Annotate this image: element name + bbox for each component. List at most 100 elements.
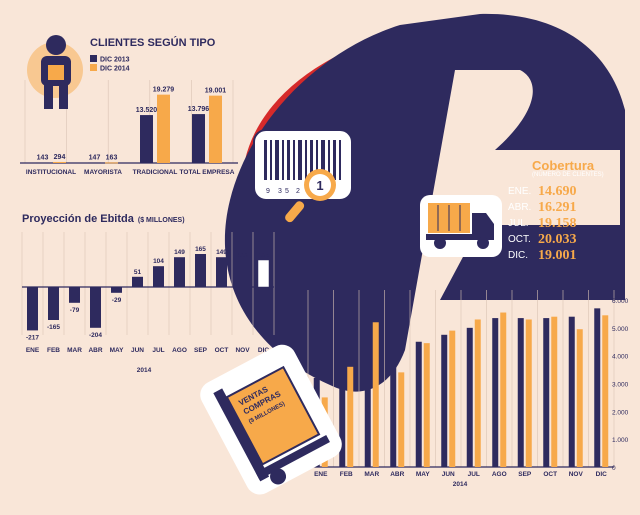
- y-tick-label: 1.000: [612, 437, 629, 444]
- data-label: 51: [134, 269, 142, 276]
- coverage-row: DIC. 19.001: [508, 248, 628, 264]
- bar: [390, 348, 397, 467]
- coverage-row: ENE. 14.690: [508, 184, 628, 200]
- category-label: SEP: [518, 471, 532, 478]
- bar: [500, 312, 507, 467]
- bar: [174, 257, 185, 287]
- y-tick-label: 2.000: [612, 409, 629, 416]
- bar: [492, 318, 499, 467]
- data-label: -79: [70, 307, 80, 314]
- bar: [423, 343, 430, 467]
- category-label: JUL: [152, 347, 164, 354]
- coverage-row: JUL. 19.158: [508, 216, 628, 232]
- category-label: ENE: [314, 471, 328, 478]
- category-label: ABR: [88, 347, 102, 354]
- category-label: DIC: [258, 347, 270, 354]
- hand-truck-icon: VENTAS COMPRAS ($ MILLONES): [200, 344, 342, 495]
- bar: [576, 329, 583, 467]
- y-tick-label: 3.000: [612, 382, 629, 389]
- bar: [36, 162, 49, 164]
- person-with-box-icon: [27, 35, 83, 109]
- coverage-month: ENE.: [508, 186, 532, 197]
- clients-by-type-chart: CLIENTES SEGÚN TIPO 143 294 147 163 13.520 19…: [20, 36, 238, 176]
- coverage-row: ABR. 16.291: [508, 200, 628, 216]
- coverage-value: 20.033: [538, 232, 577, 247]
- bar: [551, 316, 558, 467]
- category-label: SEP: [194, 347, 208, 354]
- data-label: -204: [89, 332, 102, 339]
- data-label: -217: [26, 334, 39, 341]
- coverage-month: ABR.: [508, 202, 532, 213]
- bar: [111, 287, 122, 293]
- category-label: NOV: [569, 471, 584, 478]
- sales-year-label: 2014: [453, 481, 468, 488]
- bar: [88, 162, 101, 164]
- bar: [568, 316, 575, 467]
- clients-chart-title: CLIENTES SEGÚN TIPO: [90, 36, 216, 49]
- bar: [105, 162, 118, 164]
- data-label: 294: [54, 154, 66, 161]
- coverage-month: DIC.: [508, 250, 528, 261]
- category-label: ENE: [26, 347, 40, 354]
- bar: [192, 114, 205, 163]
- coverage-row: OCT. 20.033: [508, 232, 628, 248]
- legend-label-2013: DIC 2013: [100, 57, 130, 64]
- bar: [543, 318, 550, 467]
- data-label: 135: [258, 252, 269, 259]
- category-label: AGO: [492, 471, 507, 478]
- category-label: MAR: [67, 347, 82, 354]
- data-label: 149: [216, 249, 227, 256]
- bar: [257, 259, 270, 288]
- category-label: MAY: [416, 471, 431, 478]
- clients-legend: DIC 2013 DIC 2014: [90, 55, 130, 73]
- bar: [466, 327, 473, 467]
- ebitda-projection-chart: Proyección de Ebitda ($ MILLONES) -217 -16…: [21, 213, 275, 374]
- data-label: 13.796: [188, 106, 210, 113]
- bar: [157, 94, 170, 163]
- y-tick-label: 0: [612, 465, 616, 472]
- data-label: 19.001: [205, 88, 227, 95]
- category-label: MAY: [110, 347, 125, 354]
- coverage-value: 14.690: [538, 184, 577, 199]
- bar: [347, 366, 354, 467]
- category-label: TOTAL EMPRESA: [180, 169, 235, 176]
- coverage-month: JUL.: [508, 218, 529, 229]
- bar: [216, 257, 227, 287]
- bar: [398, 372, 405, 467]
- data-label: 149: [174, 249, 185, 256]
- category-label: MAYORISTA: [84, 169, 122, 176]
- legend-swatch-2013: [90, 55, 97, 62]
- category-label: JUN: [131, 347, 144, 354]
- bar: [594, 308, 601, 467]
- category-label: FEB: [47, 347, 60, 354]
- bar: [449, 330, 456, 467]
- barcode-icon: 9 3 5 2: [253, 129, 353, 201]
- coverage-month: OCT.: [508, 234, 531, 245]
- category-label: MAR: [364, 471, 379, 478]
- barcode-digit: 5: [285, 188, 289, 195]
- y-tick-label: 6.000: [612, 298, 629, 305]
- category-label: AGO: [172, 347, 187, 354]
- legend-swatch-2014: [90, 64, 97, 71]
- category-label: OCT: [543, 471, 557, 478]
- bar: [441, 334, 448, 467]
- category-label: JUL: [468, 471, 480, 478]
- bar: [53, 161, 66, 163]
- bar: [474, 319, 481, 467]
- bar: [372, 322, 379, 467]
- data-label: 147: [89, 154, 101, 161]
- data-label: 13.520: [136, 107, 158, 114]
- coverage-subtitle: (NÚMERO DE CLIENTES): [532, 172, 604, 178]
- magnifier-icon: 1: [285, 169, 336, 223]
- bar: [517, 318, 524, 467]
- ebitda-chart-title: Proyección de Ebitda: [22, 213, 135, 225]
- bar: [140, 115, 153, 163]
- bar: [132, 276, 143, 287]
- bar: [339, 375, 346, 467]
- data-label: -29: [112, 297, 122, 304]
- ebitda-year-label: 2014: [137, 367, 152, 374]
- data-label: 19.279: [153, 87, 175, 94]
- truck-icon: [420, 195, 502, 257]
- barcode-digit: 9: [266, 188, 270, 195]
- category-label: ABR: [390, 471, 404, 478]
